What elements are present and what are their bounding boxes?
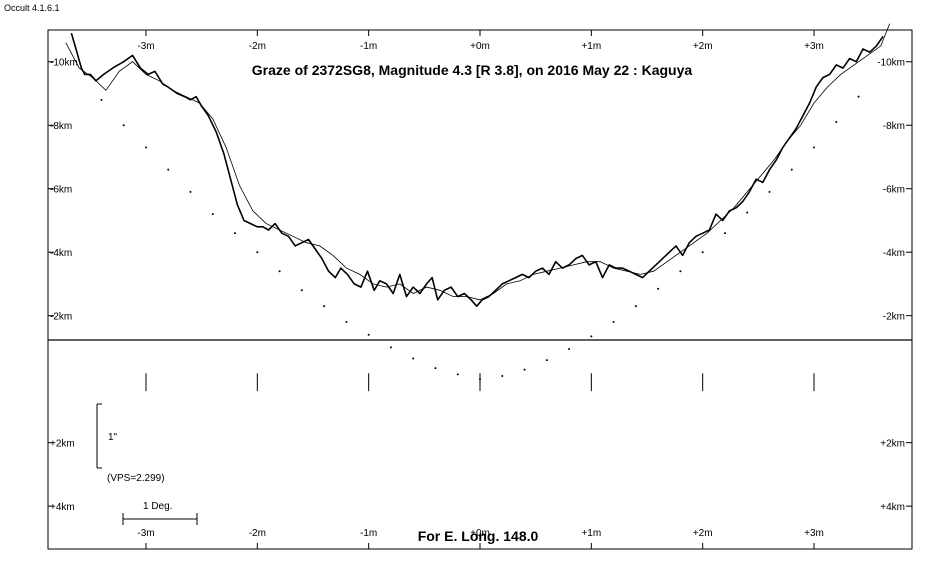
chart-footer: For E. Long. 148.0	[418, 528, 539, 544]
limb-dot	[256, 251, 259, 254]
profile-smooth-line	[65, 23, 891, 301]
limb-dot	[835, 121, 838, 124]
axis-tick-labels: -3m -3m -2m -2m -1m -1m +0m +0m +1m +1m +2m +2m +3m +…	[50, 41, 905, 539]
y-tick-label-right: +2km	[880, 439, 905, 450]
limb-dot	[679, 270, 682, 273]
limb-dot	[122, 124, 125, 127]
limb-dot	[545, 359, 548, 362]
scale-bar-label: 1"	[108, 432, 118, 443]
limb-dot	[211, 213, 214, 216]
limb-dot	[746, 211, 749, 214]
version-label: Occult 4.1.6.1	[4, 3, 60, 13]
y-tick-label-left: -6km	[50, 185, 72, 196]
x-tick-label-top: +0m	[470, 41, 490, 52]
limb-dot	[634, 305, 637, 308]
limb-dot	[323, 305, 326, 308]
y-tick-label-left: +4km	[50, 502, 75, 513]
y-tick-label-right: -4km	[883, 248, 905, 259]
limb-dot	[790, 168, 793, 171]
limb-dot	[456, 373, 459, 376]
limb-dot	[100, 98, 103, 101]
y-tick-label-left: -4km	[50, 248, 72, 259]
x-tick-label-bottom: -2m	[249, 528, 266, 539]
limb-dot	[234, 232, 237, 235]
limb-dot	[367, 333, 370, 336]
plot-frame	[47, 29, 913, 550]
x-tick-label-bottom: +2m	[693, 528, 713, 539]
x-tick-label-top: +3m	[804, 41, 824, 52]
limb-dot	[300, 289, 303, 292]
x-tick-label-top: +2m	[693, 41, 713, 52]
limb-dot	[189, 190, 192, 193]
x-tick-label-bottom: -3m	[137, 528, 154, 539]
y-tick-label-right: -6km	[883, 185, 905, 196]
limb-dot	[501, 375, 504, 377]
limb-dot	[612, 321, 615, 324]
limb-dot	[523, 368, 526, 371]
limb-dot	[701, 251, 704, 254]
limb-dot	[568, 348, 571, 351]
limb-dot	[590, 335, 593, 338]
limb-dot	[345, 321, 348, 324]
deg-bar: 1 Deg.	[122, 501, 198, 525]
limb-dot	[389, 346, 392, 349]
y-tick-label-left: -10km	[50, 58, 78, 69]
y-tick-label-right: -8km	[883, 121, 905, 132]
limb-dot	[813, 146, 816, 149]
limb-dot	[167, 168, 170, 171]
limb-dot	[479, 378, 481, 381]
chart-title: Graze of 2372SG8, Magnitude 4.3 [R 3.8],…	[252, 62, 693, 78]
y-tick-label-left: -2km	[50, 312, 72, 323]
axis-ticks	[48, 30, 912, 549]
x-tick-label-top: -2m	[249, 41, 266, 52]
x-tick-label-top: -3m	[137, 41, 154, 52]
y-tick-label-right: -2km	[883, 312, 905, 323]
y-tick-label-left: +2km	[50, 439, 75, 450]
y-tick-label-right: -10km	[877, 58, 905, 69]
x-tick-label-bottom: +3m	[804, 528, 824, 539]
limb-dot	[434, 367, 437, 370]
x-tick-label-bottom: +0m	[470, 528, 490, 539]
data-marks	[65, 23, 891, 381]
x-tick-label-bottom: +1m	[581, 528, 601, 539]
vps-label: (VPS=2.299)	[107, 473, 165, 484]
x-tick-label-top: -1m	[360, 41, 377, 52]
y-tick-label-left: -8km	[50, 121, 72, 132]
limb-dot	[278, 270, 281, 273]
limb-dot	[144, 146, 147, 149]
scale-bar: 1"	[96, 403, 118, 469]
limb-dot	[768, 190, 771, 193]
limb-dot	[412, 357, 415, 360]
profile-detailed-line	[70, 32, 884, 307]
y-tick-label-right: +4km	[880, 502, 905, 513]
limb-dot	[657, 287, 660, 290]
limb-dot	[723, 232, 726, 235]
limb-dot	[857, 95, 860, 98]
deg-bar-label: 1 Deg.	[143, 501, 172, 512]
x-tick-label-top: +1m	[581, 41, 601, 52]
x-tick-label-bottom: -1m	[360, 528, 377, 539]
